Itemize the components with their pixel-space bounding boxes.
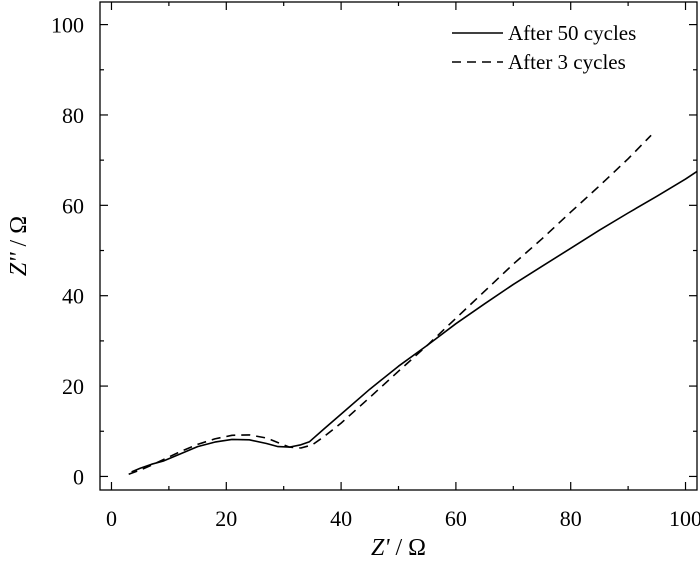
y-tick-label: 40 (62, 284, 84, 309)
legend: After 50 cycles After 3 cycles (452, 21, 636, 74)
y-tick-label: 80 (62, 103, 84, 128)
x-axis-separator: / (389, 535, 408, 561)
series-layer (128, 134, 698, 475)
y-axis-variable: Z'' (6, 252, 32, 276)
series-line-after-3-cycles (128, 134, 652, 475)
plot-frame (99, 1, 698, 491)
x-tick-label: 0 (106, 506, 117, 531)
x-axis-variable: Z' (371, 535, 390, 561)
x-tick-label: 80 (560, 506, 582, 531)
y-axis-unit: Ω (6, 216, 32, 234)
y-tick-label: 100 (51, 13, 84, 38)
x-axis-unit: Ω (408, 535, 426, 561)
y-tick-label: 0 (73, 464, 84, 489)
x-tick-label: 100 (669, 506, 700, 531)
y-axis-separator: / (6, 234, 32, 253)
series-line-after-50-cycles (131, 170, 698, 473)
x-tick-label: 60 (445, 506, 467, 531)
y-tick-label: 20 (62, 374, 84, 399)
legend-label: After 50 cycles (508, 21, 636, 45)
legend-label: After 3 cycles (508, 50, 626, 74)
y-tick-label: 60 (62, 193, 84, 218)
x-tick-label: 40 (330, 506, 352, 531)
x-axis-title: Z' / Ω (371, 535, 426, 561)
x-tick-label: 20 (215, 506, 237, 531)
y-axis-title: Z'' / Ω (6, 216, 32, 276)
